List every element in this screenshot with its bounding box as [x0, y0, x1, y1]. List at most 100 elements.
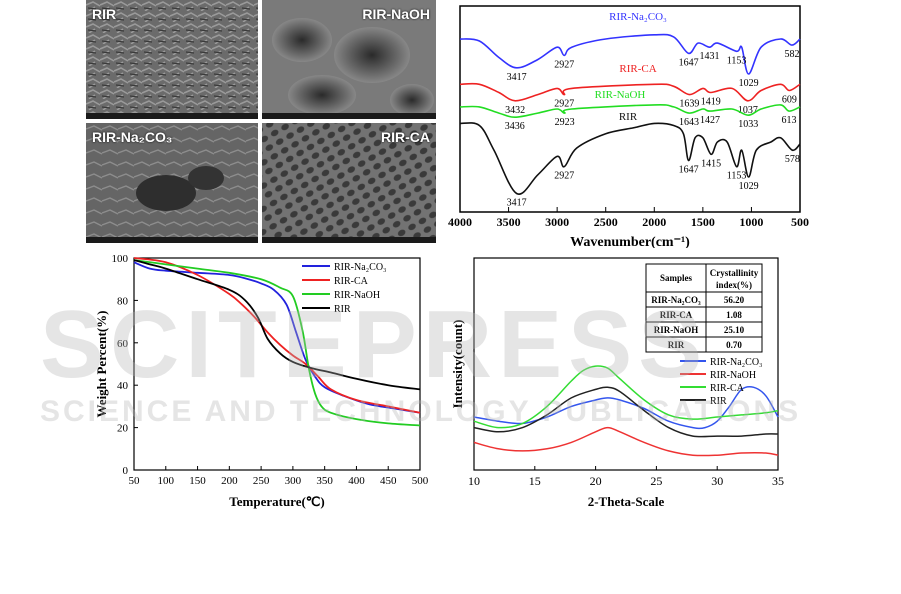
peak-label: 578 [785, 154, 800, 165]
peak-label: 1647 [679, 57, 699, 68]
peak-label: 1029 [739, 181, 759, 192]
series-name-label: RIR-Na₂CO₃ [609, 11, 667, 23]
peak-label: 3432 [505, 105, 525, 116]
table-header: index(%) [716, 280, 752, 290]
sem-panel-rir-na2co3: RIR-Na₂CO₃ [86, 123, 258, 243]
peak-label: 2927 [554, 99, 574, 110]
series-line [459, 104, 801, 119]
table-cell: 1.08 [726, 310, 742, 320]
series-line [133, 259, 421, 391]
legend-label: RIR-Na₂CO₃ [710, 357, 763, 368]
x-tick-label: 2000 [642, 215, 666, 229]
x-tick-label: 25 [650, 474, 662, 488]
peak-label: 613 [782, 115, 797, 126]
x-tick-label: 4000 [448, 215, 472, 229]
legend-label: RIR [334, 304, 351, 315]
peak-label: 1643 [679, 117, 699, 128]
x-tick-label: 450 [380, 475, 397, 487]
y-tick-label: 0 [123, 465, 129, 477]
peak-label: 1153 [727, 55, 747, 66]
x-tick-label: 50 [129, 475, 141, 487]
table-header: Samples [660, 273, 693, 283]
series-name-label: RIR-CA [619, 63, 656, 75]
sem-panel-rir: RIR [86, 0, 258, 119]
x-tick-label: 150 [189, 475, 206, 487]
x-tick-label: 2500 [594, 215, 618, 229]
x-tick-label: 30 [711, 474, 723, 488]
series-line [133, 259, 421, 427]
series-line [133, 261, 421, 414]
plot-frame [133, 257, 421, 471]
scale-bar-strip [262, 113, 436, 119]
xrd-chart: 10 15 20 25 30 35 2-Theta-Scale Intensity(count… [450, 257, 784, 509]
series-line [473, 385, 779, 430]
peak-label: 582 [785, 49, 800, 60]
sem-image-grid: RIR RIR-NaOH RIR-Na₂CO₃ RIR-CA [86, 0, 436, 243]
series-line [459, 122, 801, 195]
peak-label: 2927 [554, 171, 574, 182]
sem-label: RIR-NaOH [362, 6, 430, 22]
x-tick-label: 500 [791, 215, 809, 229]
x-axis-label: Temperature(℃) [229, 494, 324, 509]
peak-label: 2927 [554, 59, 574, 70]
y-axis-label: Weight Percent(%) [94, 311, 109, 418]
x-tick-label: 300 [285, 475, 302, 487]
scale-bar-strip [86, 113, 258, 119]
x-tick-label: 100 [158, 475, 175, 487]
legend-label: RIR-CA [710, 383, 745, 394]
ftir-spectrum-chart: 4000 3500 3000 2500 2000 1500 1000 500 Wavenumbe… [448, 5, 809, 248]
x-axis-label: 2-Theta-Scale [588, 494, 665, 509]
peak-label: 1639 [679, 99, 699, 110]
peak-label: 1037 [738, 105, 758, 116]
series-line [133, 257, 421, 414]
sem-label: RIR-Na₂CO₃ [92, 129, 173, 145]
table-header: Crystallinity [710, 268, 759, 278]
x-tick-label: 500 [412, 475, 429, 487]
sem-micrograph [86, 0, 258, 119]
peak-label: 3417 [507, 72, 527, 83]
peak-label: 1431 [700, 51, 720, 62]
series-line [473, 365, 779, 429]
peak-label: 1419 [701, 97, 721, 108]
plot-frame [459, 5, 801, 213]
peak-label: 1033 [738, 119, 758, 130]
y-tick-label: 20 [117, 423, 129, 435]
y-axis-label: Intensity(count) [450, 320, 465, 409]
series-name-label: RIR [619, 111, 638, 123]
peak-label: 2923 [555, 117, 575, 128]
peak-label: 609 [782, 94, 797, 105]
sem-panel-rir-ca: RIR-CA [262, 123, 436, 243]
table-cell: 0.70 [726, 340, 742, 350]
peak-label: 1029 [739, 78, 759, 89]
y-tick-label: 60 [117, 338, 129, 350]
sem-micrograph [262, 123, 436, 243]
x-tick-label: 35 [772, 474, 784, 488]
table-cell: 56.20 [724, 295, 745, 305]
plot-frame [473, 257, 779, 471]
series-line [473, 386, 779, 438]
y-tick-label: 80 [117, 295, 129, 307]
scale-bar-strip [262, 237, 436, 243]
y-tick-label: 100 [112, 253, 129, 265]
table-cell: RIR [668, 340, 685, 350]
x-tick-label: 3500 [497, 215, 521, 229]
legend-label: RIR-CA [334, 276, 369, 287]
x-tick-label: 350 [316, 475, 333, 487]
legend-label: RIR [710, 396, 727, 407]
sem-micrograph [262, 0, 436, 119]
y-tick-label: 40 [117, 380, 129, 392]
table-cell: RIR-Na₂CO₃ [651, 295, 701, 305]
peak-label: 3436 [505, 121, 525, 132]
sem-micrograph [86, 123, 258, 243]
series-name-label: RIR-NaOH [595, 89, 646, 101]
x-axis-label: Wavenumber(cm⁻¹) [570, 235, 690, 248]
table-cell: 25.10 [724, 325, 745, 335]
peak-label: 1647 [679, 165, 699, 176]
series-line [473, 426, 779, 457]
legend-label: RIR-NaOH [334, 290, 380, 301]
series-line [459, 82, 801, 102]
scale-bar-strip [86, 237, 258, 243]
sem-label: RIR-CA [381, 129, 430, 145]
legend-label: RIR-Na₂CO₃ [334, 262, 387, 273]
table-cell: RIR-CA [660, 310, 693, 320]
